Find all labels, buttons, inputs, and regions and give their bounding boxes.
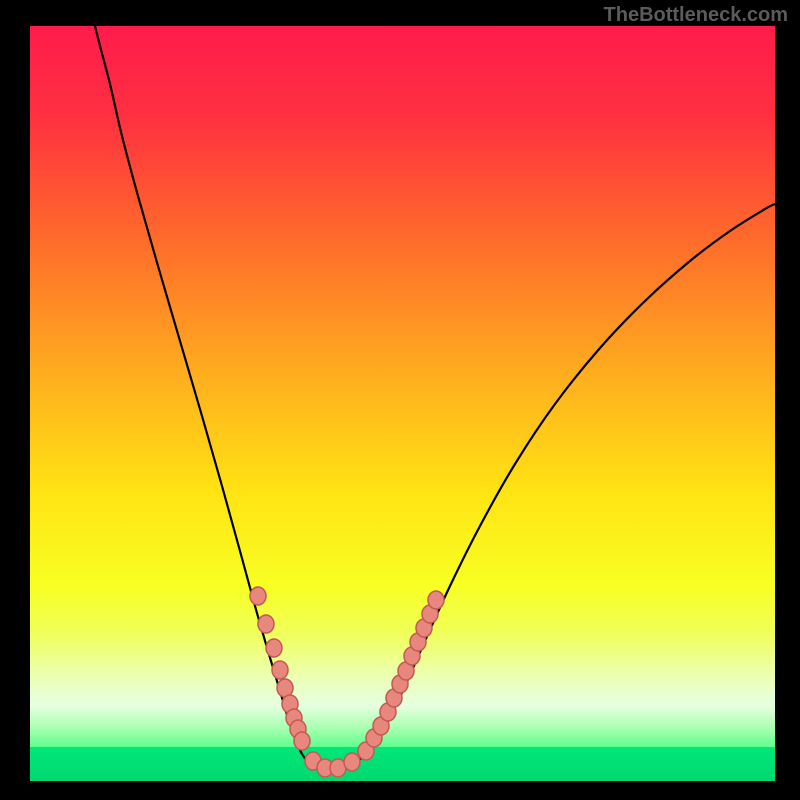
curve-left-branch <box>95 26 330 771</box>
data-marker <box>266 639 282 657</box>
data-marker <box>428 591 444 609</box>
marker-group <box>250 587 444 777</box>
chart-container: TheBottleneck.com <box>0 0 800 800</box>
data-marker <box>344 753 360 771</box>
data-marker <box>294 732 310 750</box>
watermark-text: TheBottleneck.com <box>604 4 788 27</box>
data-marker <box>272 661 288 679</box>
plot-area <box>30 26 775 781</box>
curve-layer <box>30 26 775 781</box>
data-marker <box>250 587 266 605</box>
data-marker <box>258 615 274 633</box>
